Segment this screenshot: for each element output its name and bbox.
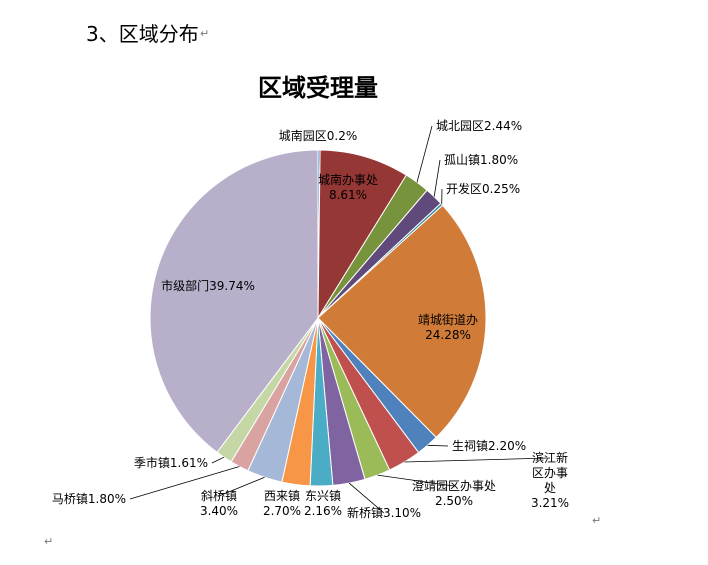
slice-label: 滨江新区办事处 3.21% (531, 450, 569, 510)
slice-label: 新桥镇3.10% (347, 505, 421, 520)
leader-line (348, 482, 385, 514)
slice-label: 澄靖园区办事处 2.50% (412, 478, 496, 508)
leader-line (129, 466, 240, 500)
slice-label: 季市镇1.61% (134, 455, 208, 470)
pie-slice-2 (317, 149, 408, 320)
slice-label: 市级部门39.74% (161, 278, 255, 293)
leader-line (377, 474, 455, 487)
slice-label: 开发区0.25% (446, 181, 520, 196)
slice-label: 马桥镇1.80% (52, 492, 126, 506)
slice-label: 斜桥镇 3.40% (200, 489, 238, 518)
paragraph-mark: ↵ (44, 535, 54, 548)
pie-slice-16 (149, 149, 319, 453)
paragraph-mark: ↵ (592, 514, 602, 527)
slice-label: 城南园区0.2% (279, 128, 358, 143)
paragraph-mark: ↵ (200, 27, 210, 40)
slice-label: 靖城街道办 24.28% (418, 312, 478, 342)
leader-line (211, 456, 225, 464)
slice-label: 城北园区2.44% (436, 119, 522, 133)
slice-label: 生祠镇2.20% (452, 439, 526, 453)
leader-line (427, 444, 449, 447)
leader-line (416, 125, 433, 183)
slice-label: 东兴镇 2.16% (304, 489, 342, 518)
slice-label: 西来镇 2.70% (263, 489, 301, 518)
pie-slice-6 (317, 204, 487, 439)
leader-line (218, 476, 265, 497)
leader-line (433, 159, 441, 197)
leader-line (404, 457, 551, 463)
slice-label: 孤山镇1.80% (444, 153, 518, 167)
slice-label: 城南办事处 8.61% (318, 172, 378, 202)
section-heading: 3、区域分布 (86, 22, 199, 46)
chart-title: 区域受理量 (258, 73, 378, 102)
